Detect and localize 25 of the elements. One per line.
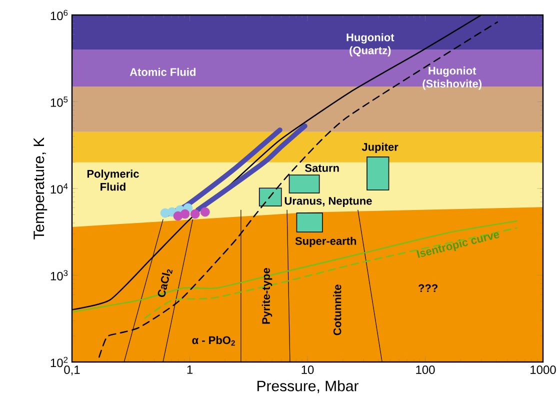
annotation: α - PbO$_{2}$ bbox=[192, 336, 235, 346]
annotation: Super-earth bbox=[295, 236, 356, 248]
y-tick-label: 10$^{6}$ bbox=[50, 10, 68, 20]
y-tick-label: 10$^{5}$ bbox=[50, 96, 68, 107]
y-tick-label: 10$^{4}$ bbox=[50, 183, 68, 194]
annotation: Hugoniot (Stishovite) bbox=[422, 66, 482, 90]
x-tick-label: 1 bbox=[187, 366, 193, 374]
x-tick-label: 0,1 bbox=[64, 366, 80, 376]
annotation: Jupiter bbox=[362, 142, 398, 154]
annotation: CaCl$_{2}$ bbox=[158, 269, 173, 297]
annotation: Uranus, Neptune bbox=[284, 197, 372, 207]
annotation: ??? bbox=[418, 284, 438, 292]
annotation: Saturn bbox=[305, 164, 339, 172]
x-tick-label: 1000 bbox=[530, 366, 556, 374]
annotation: Pyrite-type bbox=[262, 268, 272, 324]
annotation: Cotunnite bbox=[333, 284, 342, 336]
annotation: Polymeric Fluid bbox=[87, 170, 139, 191]
x-tick-label: 10 bbox=[302, 366, 314, 374]
x-tick-label: 100 bbox=[416, 366, 435, 374]
y-tick-label: 10$^{3}$ bbox=[50, 270, 68, 280]
annotation: Isentropic curve bbox=[416, 232, 500, 258]
y-axis-title: Temperature, K bbox=[34, 137, 48, 240]
annotation: Hugoniot (Quartz) bbox=[346, 33, 394, 56]
x-axis-title: Pressure, Mbar bbox=[257, 380, 358, 394]
annotation: Atomic Fluid bbox=[130, 68, 196, 76]
